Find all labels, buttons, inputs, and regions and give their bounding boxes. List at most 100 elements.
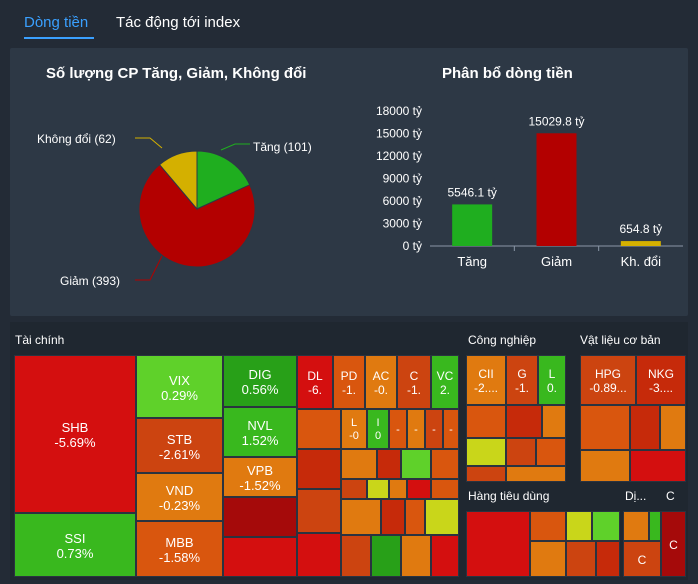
treemap-tile[interactable] [466,405,506,438]
treemap-tile[interactable] [341,499,381,535]
ticker-change: 0.56% [241,382,279,397]
treemap-tile-dl[interactable]: DL -6. [297,355,333,409]
treemap-tile[interactable] [566,541,596,577]
treemap-tile[interactable] [566,511,592,541]
ticker-symbol: - [449,423,453,436]
treemap-tile-dig[interactable]: DIG 0.56% [223,355,297,407]
treemap-tile[interactable] [401,535,431,577]
treemap-tile[interactable] [630,405,660,450]
y-tick-label: 3000 tỷ [383,217,422,231]
treemap-tile[interactable] [592,511,620,541]
treemap-tile[interactable] [649,511,661,541]
treemap-tile[interactable] [341,479,367,499]
pie-label-tang: Tăng (101) [253,140,312,154]
treemap-tile[interactable] [341,535,371,577]
pie-slice-khong-doi[interactable] [158,150,198,211]
sector-title-tai-chinh: Tài chính [15,333,65,347]
treemap-tile-dash[interactable]: - [407,409,425,449]
tab-dong-tien[interactable]: Dòng tiền [24,14,89,31]
treemap-tile[interactable] [536,438,566,466]
treemap-tile[interactable] [223,497,297,537]
treemap-tile-vc[interactable]: VC 2. [431,355,459,409]
treemap-tile-dash[interactable]: - [389,409,407,449]
treemap-tile[interactable] [297,533,341,577]
treemap-tile[interactable] [506,466,566,482]
treemap-tile[interactable] [223,537,297,577]
leader-line-khong-doi [135,137,163,149]
bar-tang[interactable] [452,204,493,246]
treemap-tile[interactable] [623,511,649,541]
treemap-tile-c1[interactable]: C -1. [397,355,431,409]
ticker-change: 1.52% [241,433,279,448]
sector-title-dj: Dị... [625,489,647,503]
treemap-tile[interactable] [580,405,630,450]
treemap-tile[interactable] [506,438,536,466]
bar-kh[interactable] [620,241,661,246]
treemap-tile-cii[interactable]: CII -2.... [466,355,506,405]
ticker-change: -3.... [648,381,673,395]
treemap-tile[interactable] [425,499,459,535]
treemap-tile[interactable] [630,450,686,482]
active-tab-underline [24,37,94,39]
pie-slice-tang[interactable] [196,150,251,210]
treemap-tile[interactable] [389,479,407,499]
treemap-tile[interactable] [530,541,566,577]
treemap-tile[interactable] [542,405,566,438]
bar-chart: 0 tỷ 3000 tỷ 6000 tỷ 9000 tỷ 12000 tỷ 15000 t… [376,104,683,269]
treemap-tile[interactable] [381,499,405,535]
ticker-change: -0.89... [589,381,627,395]
treemap-tile-c2[interactable]: C [661,511,686,577]
treemap-tile[interactable] [466,438,506,466]
pie-label-khong-doi: Không đổi (62) [37,132,116,146]
treemap-tile-nkg[interactable]: NKG -3.... [636,355,686,405]
treemap-tile-pd[interactable]: PD -1. [333,355,365,409]
treemap-tile-vnd[interactable]: VND -0.23% [136,473,223,521]
treemap-tile-ac[interactable]: AC -0. [365,355,397,409]
treemap-tile[interactable] [405,499,425,535]
pie-slice-giam[interactable] [138,163,256,268]
treemap-tile[interactable] [596,541,620,577]
treemap-tile-shb[interactable]: SHB -5.69% [14,355,136,513]
treemap-tile[interactable] [297,409,341,449]
treemap-tile[interactable] [297,489,341,533]
treemap-tile-ssi[interactable]: SSI 0.73% [14,513,136,577]
treemap-tile-stb[interactable]: STB -2.61% [136,418,223,473]
treemap-tile-dash[interactable]: - [443,409,459,449]
ticker-symbol: PD [340,369,358,383]
treemap-tile[interactable] [341,449,377,479]
treemap-tile[interactable] [580,450,630,482]
treemap-tile[interactable] [660,405,686,450]
treemap-tile-l2[interactable]: L 0. [538,355,566,405]
treemap-tile-l1[interactable]: L -0 [341,409,367,449]
ticker-change: 0 [374,430,382,442]
treemap-tile-g1[interactable]: G -1. [506,355,538,405]
treemap-tile[interactable] [466,511,530,577]
treemap-tile[interactable] [466,466,506,482]
ticker-symbol: VPB [246,463,273,478]
bar-giam[interactable] [536,133,577,246]
pie-label-giam: Giảm (393) [60,274,120,288]
treemap-tile[interactable] [506,405,542,438]
treemap-tile[interactable] [297,449,341,489]
treemap-tile[interactable] [431,535,459,577]
tab-tac-dong-toi-index[interactable]: Tác động tới index [116,14,241,31]
treemap-tile-hpg[interactable]: HPG -0.89... [580,355,636,405]
treemap-tile[interactable] [431,479,459,499]
treemap-tile[interactable] [431,449,459,479]
sector-title-cong-nghiep: Công nghiệp [468,333,537,347]
treemap-tile[interactable] [377,449,401,479]
treemap-tile[interactable] [407,479,431,499]
treemap-tile-dash[interactable]: - [425,409,443,449]
treemap-tile[interactable] [371,535,401,577]
treemap-tile-mbb[interactable]: MBB -1.58% [136,521,223,577]
treemap-tile-nvl[interactable]: NVL 1.52% [223,407,297,457]
ticker-change: -1.52% [239,478,281,493]
treemap-tile[interactable] [530,511,566,541]
treemap-tile[interactable] [367,479,389,499]
treemap-tile-vpb[interactable]: VPB -1.52% [223,457,297,497]
sector-title-tieu-dung: Hàng tiêu dùng [468,489,550,503]
treemap-tile-vix[interactable]: VIX 0.29% [136,355,223,418]
treemap-tile-c2[interactable]: C [623,541,661,577]
treemap-tile[interactable] [401,449,431,479]
